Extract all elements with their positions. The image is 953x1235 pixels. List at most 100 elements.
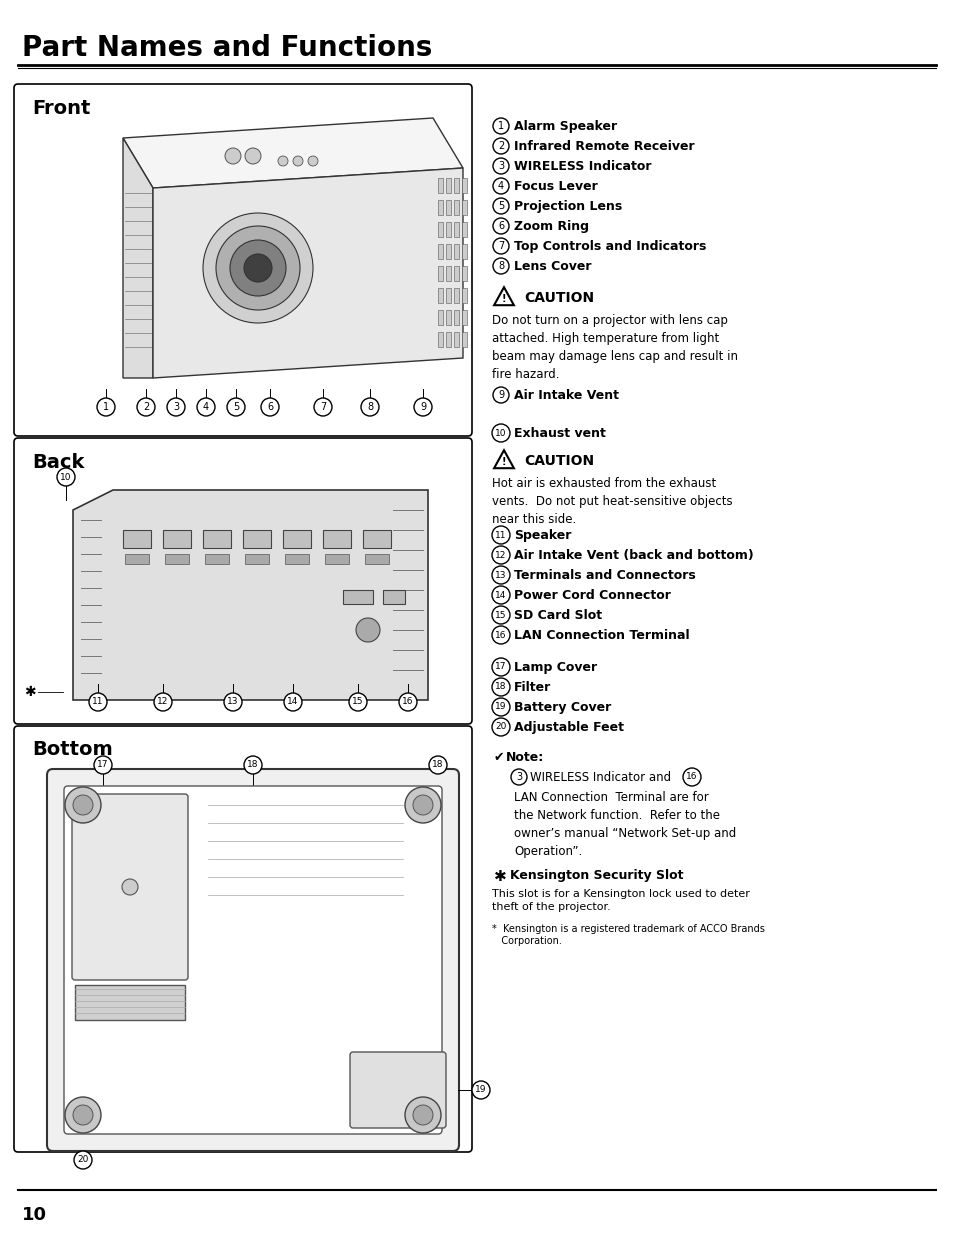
Bar <box>363 530 391 548</box>
Circle shape <box>492 658 510 676</box>
Bar <box>323 530 351 548</box>
Bar <box>343 590 373 604</box>
Text: SD Card Slot: SD Card Slot <box>514 609 601 622</box>
Text: 16: 16 <box>685 773 697 782</box>
Bar <box>446 178 451 193</box>
Circle shape <box>89 693 107 711</box>
Text: Focus Lever: Focus Lever <box>514 180 598 193</box>
Text: 7: 7 <box>497 241 503 251</box>
Text: Do not turn on a projector with lens cap
attached. High temperature from light
b: Do not turn on a projector with lens cap… <box>492 314 738 382</box>
Text: Top Controls and Indicators: Top Controls and Indicators <box>514 240 705 253</box>
Text: Adjustable Feet: Adjustable Feet <box>514 721 623 734</box>
Circle shape <box>405 787 440 823</box>
Text: WIRELESS Indicator and: WIRELESS Indicator and <box>530 771 674 784</box>
Bar <box>245 555 269 564</box>
Text: !: ! <box>501 294 506 304</box>
Text: Filter: Filter <box>514 680 551 694</box>
Bar <box>446 245 451 259</box>
Text: 18: 18 <box>495 683 506 692</box>
Circle shape <box>398 693 416 711</box>
Text: Corporation.: Corporation. <box>492 936 561 946</box>
Circle shape <box>492 698 510 716</box>
Circle shape <box>493 387 509 403</box>
Text: ✔: ✔ <box>494 751 504 764</box>
Text: !: ! <box>501 457 506 467</box>
Circle shape <box>57 468 75 487</box>
Text: Lens Cover: Lens Cover <box>514 261 591 273</box>
Bar <box>285 555 309 564</box>
Circle shape <box>492 546 510 564</box>
Text: 10: 10 <box>22 1207 47 1224</box>
Bar <box>454 288 458 303</box>
Text: 10: 10 <box>60 473 71 482</box>
Text: Air Intake Vent (back and bottom): Air Intake Vent (back and bottom) <box>514 550 753 562</box>
Circle shape <box>137 398 154 416</box>
Bar <box>365 555 389 564</box>
Bar <box>446 222 451 237</box>
Circle shape <box>203 212 313 324</box>
Bar <box>461 266 467 282</box>
Polygon shape <box>73 490 428 700</box>
Text: 5: 5 <box>497 201 503 211</box>
Text: 13: 13 <box>227 698 238 706</box>
Circle shape <box>277 156 288 165</box>
Text: 20: 20 <box>77 1156 89 1165</box>
Text: LAN Connection  Terminal are for
the Network function.  Refer to the
owner’s man: LAN Connection Terminal are for the Netw… <box>514 790 736 858</box>
Circle shape <box>196 398 214 416</box>
Text: Alarm Speaker: Alarm Speaker <box>514 120 617 133</box>
Text: 4: 4 <box>497 182 503 191</box>
Polygon shape <box>152 168 462 378</box>
Polygon shape <box>123 119 462 188</box>
Text: 1: 1 <box>103 403 109 412</box>
Circle shape <box>492 606 510 624</box>
Text: Lamp Cover: Lamp Cover <box>514 661 597 674</box>
Circle shape <box>244 756 262 774</box>
Text: 13: 13 <box>495 571 506 579</box>
Text: 8: 8 <box>497 261 503 270</box>
Text: Back: Back <box>32 452 84 472</box>
Circle shape <box>122 879 138 895</box>
Polygon shape <box>494 451 514 468</box>
Text: 11: 11 <box>92 698 104 706</box>
Circle shape <box>492 626 510 643</box>
Text: 15: 15 <box>352 698 363 706</box>
FancyBboxPatch shape <box>14 438 472 724</box>
Circle shape <box>511 769 526 785</box>
Bar <box>446 200 451 215</box>
Circle shape <box>167 398 185 416</box>
Text: 5: 5 <box>233 403 239 412</box>
Circle shape <box>492 678 510 697</box>
Circle shape <box>284 693 302 711</box>
Bar <box>437 178 442 193</box>
Circle shape <box>493 258 509 274</box>
Text: WIRELESS Indicator: WIRELESS Indicator <box>514 161 651 173</box>
Bar <box>454 245 458 259</box>
Text: 19: 19 <box>475 1086 486 1094</box>
Circle shape <box>493 178 509 194</box>
Circle shape <box>73 1105 92 1125</box>
Bar <box>123 530 151 548</box>
Bar <box>437 332 442 347</box>
Circle shape <box>308 156 317 165</box>
Circle shape <box>215 226 299 310</box>
Circle shape <box>355 618 379 642</box>
Text: 16: 16 <box>402 698 414 706</box>
Text: 9: 9 <box>419 403 426 412</box>
Circle shape <box>314 398 332 416</box>
Circle shape <box>493 198 509 214</box>
Bar <box>283 530 311 548</box>
Circle shape <box>230 240 286 296</box>
Bar <box>203 530 231 548</box>
Bar <box>205 555 229 564</box>
Circle shape <box>472 1081 490 1099</box>
Text: 11: 11 <box>495 531 506 540</box>
Circle shape <box>227 398 245 416</box>
Text: 18: 18 <box>432 761 443 769</box>
Circle shape <box>244 254 272 282</box>
Circle shape <box>492 585 510 604</box>
Text: 6: 6 <box>267 403 273 412</box>
Bar <box>461 310 467 325</box>
Circle shape <box>245 148 261 164</box>
Bar <box>437 245 442 259</box>
Polygon shape <box>494 288 514 305</box>
